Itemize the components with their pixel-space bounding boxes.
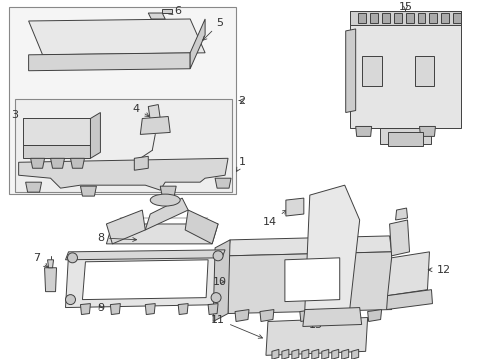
Polygon shape [178,303,188,315]
Circle shape [67,253,77,263]
Polygon shape [321,349,328,359]
Polygon shape [381,13,389,23]
Polygon shape [185,210,218,244]
Text: 4: 4 [132,104,149,117]
Polygon shape [357,13,365,23]
Polygon shape [145,198,188,230]
Polygon shape [345,29,355,113]
Polygon shape [301,349,308,359]
Polygon shape [271,349,278,359]
Polygon shape [260,310,273,321]
Polygon shape [349,11,461,25]
Polygon shape [106,210,145,244]
Bar [361,56,381,86]
Polygon shape [208,303,218,315]
Polygon shape [367,310,381,321]
Polygon shape [44,268,57,292]
Polygon shape [50,158,64,168]
Text: 12: 12 [427,265,449,275]
Polygon shape [291,349,298,359]
Polygon shape [22,118,90,145]
Polygon shape [110,303,120,315]
Bar [414,56,433,86]
Polygon shape [369,13,377,23]
Circle shape [211,293,221,303]
Text: 13: 13 [308,319,331,330]
Polygon shape [441,13,448,23]
Polygon shape [311,349,318,359]
Polygon shape [90,113,100,158]
Polygon shape [304,185,359,318]
Text: 10: 10 [213,277,226,287]
Text: 3: 3 [11,109,52,131]
Text: 7: 7 [33,253,48,267]
Polygon shape [213,240,229,321]
Polygon shape [419,126,435,136]
Polygon shape [25,182,41,192]
Polygon shape [81,186,96,196]
Polygon shape [81,303,90,315]
Polygon shape [331,349,338,359]
Polygon shape [405,13,413,23]
Polygon shape [349,11,461,129]
Text: 1: 1 [236,157,245,171]
Polygon shape [235,310,248,321]
Text: 6: 6 [168,6,182,16]
Polygon shape [285,198,303,216]
Text: 15: 15 [398,2,412,12]
Text: 8: 8 [97,233,136,243]
Polygon shape [31,158,44,168]
Polygon shape [70,158,84,168]
Polygon shape [106,224,218,244]
Polygon shape [227,252,391,314]
Bar [387,132,423,147]
Text: 5: 5 [203,18,223,40]
Polygon shape [140,117,170,134]
Polygon shape [148,13,165,19]
Polygon shape [19,158,227,190]
Polygon shape [355,126,371,136]
Text: 14: 14 [263,210,286,227]
Ellipse shape [150,194,180,206]
Polygon shape [215,178,230,188]
Polygon shape [387,252,428,296]
FancyBboxPatch shape [9,7,236,194]
Polygon shape [145,303,155,315]
Polygon shape [162,9,172,13]
Polygon shape [29,19,204,55]
FancyBboxPatch shape [15,99,232,192]
Circle shape [65,294,75,305]
Polygon shape [386,290,431,310]
Polygon shape [160,186,176,196]
Text: 11: 11 [211,315,262,338]
Polygon shape [452,13,461,23]
Polygon shape [29,53,190,71]
Text: 9: 9 [97,302,104,312]
Polygon shape [82,260,208,300]
Polygon shape [339,310,353,321]
Polygon shape [379,129,430,144]
Circle shape [213,251,223,261]
Polygon shape [393,13,401,23]
Polygon shape [351,349,358,359]
Polygon shape [428,13,437,23]
Polygon shape [302,307,361,327]
Polygon shape [265,318,367,355]
Polygon shape [281,349,288,359]
Polygon shape [65,252,224,307]
Polygon shape [285,258,339,302]
Polygon shape [65,250,224,260]
Text: 2: 2 [238,96,245,105]
Polygon shape [389,220,408,256]
Polygon shape [190,19,204,69]
Polygon shape [148,104,160,121]
Polygon shape [417,13,425,23]
Polygon shape [22,145,90,158]
Polygon shape [341,349,348,359]
Polygon shape [47,260,53,268]
Polygon shape [299,310,313,321]
Polygon shape [227,236,391,256]
Polygon shape [395,208,407,220]
Polygon shape [134,156,148,170]
